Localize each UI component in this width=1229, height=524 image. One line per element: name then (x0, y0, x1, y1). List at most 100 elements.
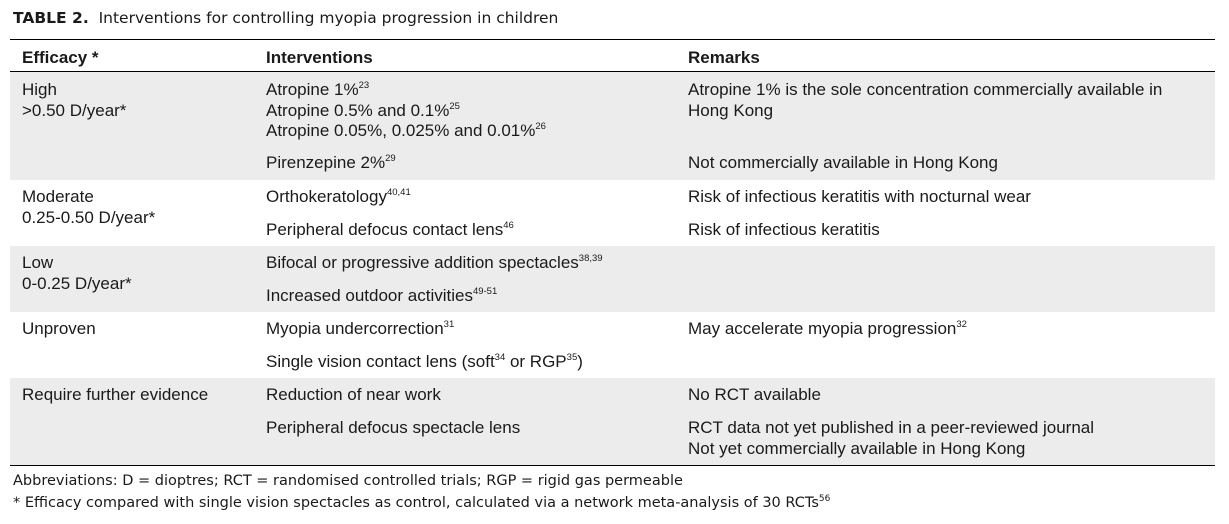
table-label: TABLE 2. (13, 9, 89, 27)
reference-superscript: 26 (535, 121, 546, 132)
efficacy-text: 0-0.25 D/year* (22, 273, 132, 293)
intervention-line: Peripheral defocus spectacle lens (266, 418, 520, 439)
intervention-text: Single vision contact lens (soft (266, 352, 495, 371)
efficacy-line: 0-0.25 D/year* (22, 274, 132, 295)
intervention-cell: Atropine 1%23 Atropine 0.5% and 0.1%25 Atr… (266, 80, 546, 142)
intervention-cell: Bifocal or progressive addition spectacl… (266, 253, 603, 274)
efficacy-text: Low (22, 253, 54, 272)
reference-superscript: 31 (443, 319, 455, 330)
intervention-cell: Orthokeratology40,41 (266, 187, 411, 208)
intervention-text: Atropine 0.5% and 0.1% (266, 100, 450, 120)
intervention-text: Increased outdoor activities (266, 286, 473, 305)
footnote-abbreviations: Abbreviations: D = dioptres; RCT = rando… (13, 473, 683, 489)
reference-superscript: 25 (449, 100, 460, 112)
table-row-group (10, 246, 1215, 312)
remarks-text: Atropine 1% is the sole concentration co… (688, 80, 1163, 99)
intervention-cell: Single vision contact lens (soft34 or RG… (266, 352, 583, 373)
efficacy-cell: Low 0-0.25 D/year* (22, 253, 132, 294)
intervention-text: Pirenzepine 2% (266, 153, 386, 172)
remarks-text: Hong Kong (688, 100, 774, 120)
intervention-text: Peripheral defocus contact lens (266, 220, 504, 239)
reference-superscript: 29 (385, 153, 396, 164)
remarks-text: Risk of infectious keratitis (688, 220, 880, 239)
header-interventions: Interventions (266, 48, 373, 67)
reference-superscript: 35 (566, 352, 578, 363)
remarks-text: RCT data not yet published in a peer-rev… (688, 418, 1095, 437)
intervention-line: Single vision contact lens (soft34 or RG… (266, 352, 583, 373)
intervention-text: Peripheral defocus spectacle lens (266, 418, 521, 437)
efficacy-cell: Moderate 0.25-0.50 D/year* (22, 187, 155, 228)
table-row-group (10, 180, 1215, 246)
efficacy-text: Require further evidence (22, 385, 209, 404)
remarks-line: May accelerate myopia progression32 (688, 319, 967, 340)
intervention-cell: Peripheral defocus spectacle lens (266, 418, 520, 439)
intervention-line: Bifocal or progressive addition spectacl… (266, 253, 603, 274)
efficacy-text: Unproven (22, 319, 96, 338)
header-rule (10, 71, 1215, 72)
remarks-text: Risk of infectious keratitis with noctur… (688, 187, 1031, 206)
intervention-line: Atropine 0.5% and 0.1%25 (266, 101, 546, 122)
header-remarks: Remarks (688, 48, 760, 67)
intervention-line: Pirenzepine 2%29 (266, 153, 396, 174)
remarks-text: Not yet commercially available in Hong K… (688, 438, 1026, 458)
intervention-cell: Reduction of near work (266, 385, 441, 406)
intervention-text: Myopia undercorrection (266, 319, 444, 338)
efficacy-cell: Require further evidence (22, 385, 208, 406)
efficacy-text: High (22, 80, 57, 99)
efficacy-cell: Unproven (22, 319, 96, 340)
intervention-text: or RGP (505, 352, 567, 371)
intervention-line: Orthokeratology40,41 (266, 187, 411, 208)
remarks-cell: Risk of infectious keratitis (688, 220, 880, 241)
top-rule (10, 39, 1215, 40)
intervention-text: Atropine 1% (266, 80, 359, 99)
intervention-line: Increased outdoor activities49-51 (266, 286, 497, 307)
intervention-text: Atropine 0.05%, 0.025% and 0.01% (266, 121, 536, 140)
intervention-cell: Myopia undercorrection31 (266, 319, 454, 340)
efficacy-line: Low (22, 253, 132, 274)
remarks-cell: May accelerate myopia progression32 (688, 319, 967, 340)
remarks-line: RCT data not yet published in a peer-rev… (688, 418, 1094, 439)
reference-superscript: 46 (503, 220, 514, 231)
table-row-group (10, 312, 1215, 378)
remarks-line: Risk of infectious keratitis (688, 220, 880, 241)
efficacy-line: Unproven (22, 319, 96, 340)
intervention-cell: Increased outdoor activities49-51 (266, 286, 497, 307)
footnote-efficacy-ref: 56 (818, 494, 831, 504)
remarks-cell: Not commercially available in Hong Kong (688, 153, 998, 174)
efficacy-text: >0.50 D/year* (22, 100, 127, 120)
reference-superscript: 34 (494, 352, 506, 363)
table-title: Interventions for controlling myopia pro… (98, 9, 559, 27)
reference-superscript: 40,41 (386, 187, 411, 198)
reference-superscript: 49-51 (472, 286, 498, 297)
table-caption: TABLE 2. Interventions for controlling m… (13, 9, 558, 27)
intervention-cell: Peripheral defocus contact lens46 (266, 220, 514, 241)
remarks-line: Hong Kong (688, 101, 1162, 122)
bottom-rule (10, 465, 1215, 466)
intervention-text: Orthokeratology (266, 187, 387, 206)
intervention-line: Myopia undercorrection31 (266, 319, 454, 340)
efficacy-line: 0.25-0.50 D/year* (22, 208, 155, 229)
intervention-line: Reduction of near work (266, 385, 441, 406)
intervention-line: Peripheral defocus contact lens46 (266, 220, 514, 241)
intervention-cell: Pirenzepine 2%29 (266, 153, 396, 174)
remarks-cell: RCT data not yet published in a peer-rev… (688, 418, 1094, 459)
efficacy-line: >0.50 D/year* (22, 101, 126, 122)
remarks-line: No RCT available (688, 385, 821, 406)
intervention-line: Atropine 1%23 (266, 80, 546, 101)
footnote-efficacy-text: * Efficacy compared with single vision s… (13, 495, 819, 511)
remarks-cell: No RCT available (688, 385, 821, 406)
remarks-cell: Risk of infectious keratitis with noctur… (688, 187, 1031, 208)
table-row-group (10, 72, 1215, 180)
remarks-line: Atropine 1% is the sole concentration co… (688, 80, 1162, 101)
remarks-text: May accelerate myopia progression (688, 319, 957, 338)
reference-superscript: 32 (956, 319, 967, 330)
efficacy-line: Moderate (22, 187, 155, 208)
remarks-text: No RCT available (688, 385, 821, 404)
efficacy-line: High (22, 80, 126, 101)
remarks-line: Not commercially available in Hong Kong (688, 153, 998, 174)
remarks-line: Not yet commercially available in Hong K… (688, 439, 1094, 460)
reference-superscript: 23 (358, 80, 370, 91)
footnote-efficacy: * Efficacy compared with single vision s… (13, 494, 831, 512)
intervention-text: ) (577, 352, 583, 371)
header-efficacy: Efficacy * (22, 48, 99, 67)
